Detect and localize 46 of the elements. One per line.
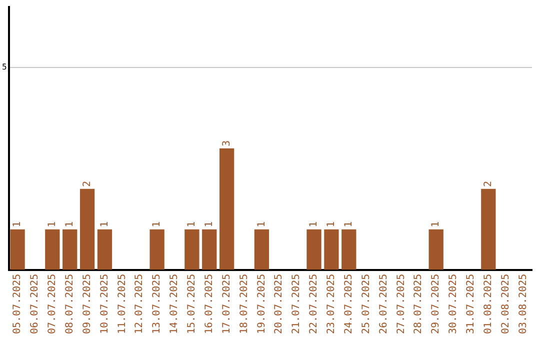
- x-tick-label: 02.08.2025: [500, 274, 512, 334]
- x-tick-label: 28.07.2025: [413, 274, 424, 334]
- x-tick-label: 17.07.2025: [221, 274, 232, 334]
- x-tick-label: 12.07.2025: [134, 274, 146, 334]
- x-tick-label: 29.07.2025: [430, 274, 442, 334]
- x-tick-label: 03.08.2025: [518, 274, 529, 334]
- x-tick-label: 23.07.2025: [326, 274, 338, 334]
- x-tick-label: 22.07.2025: [308, 274, 320, 334]
- x-tick-label: 11.07.2025: [116, 274, 128, 334]
- x-tick-label: 18.07.2025: [238, 274, 250, 334]
- x-tick-label: 14.07.2025: [169, 274, 180, 334]
- data-label: 1: [152, 221, 163, 228]
- x-tick-label: 20.07.2025: [274, 274, 285, 334]
- x-tick-label: 15.07.2025: [186, 274, 198, 334]
- data-label: 2: [482, 180, 494, 187]
- x-tick-label: 01.08.2025: [482, 274, 494, 334]
- x-tick-label: 06.07.2025: [30, 274, 41, 334]
- data-label: 1: [186, 221, 198, 228]
- data-label: 1: [12, 221, 24, 228]
- data-label: 1: [430, 221, 442, 228]
- data-label: 1: [343, 221, 354, 228]
- x-tick-label: 08.07.2025: [64, 274, 76, 334]
- x-tick-label: 31.07.2025: [466, 274, 477, 334]
- x-tick-label: 24.07.2025: [343, 274, 354, 334]
- x-tick-label: 25.07.2025: [360, 274, 372, 334]
- x-tick-label: 07.07.2025: [47, 274, 58, 334]
- x-tick-label: 26.07.2025: [378, 274, 390, 334]
- data-label: 1: [64, 221, 76, 228]
- x-tick-label: 09.07.2025: [82, 274, 93, 334]
- data-label: 3: [221, 140, 232, 146]
- x-tick-label: 16.07.2025: [204, 274, 215, 334]
- x-tick-label: 21.07.2025: [291, 274, 302, 334]
- x-tick-label: 10.07.2025: [99, 274, 110, 334]
- x-tick-label: 13.07.2025: [152, 274, 163, 334]
- data-label: 2: [82, 180, 93, 187]
- data-label: 1: [326, 221, 338, 228]
- x-tick-label: 05.07.2025: [12, 274, 24, 334]
- x-tick-label: 27.07.2025: [396, 274, 407, 334]
- data-label: 1: [47, 221, 58, 228]
- x-tick-label: 30.07.2025: [448, 274, 460, 334]
- y-tick-label: 5: [2, 62, 7, 72]
- data-label: 1: [99, 221, 110, 228]
- data-label: 1: [256, 221, 268, 228]
- data-label: 1: [308, 221, 320, 228]
- x-tick-label: 19.07.2025: [256, 274, 268, 334]
- data-label: 1: [204, 221, 215, 228]
